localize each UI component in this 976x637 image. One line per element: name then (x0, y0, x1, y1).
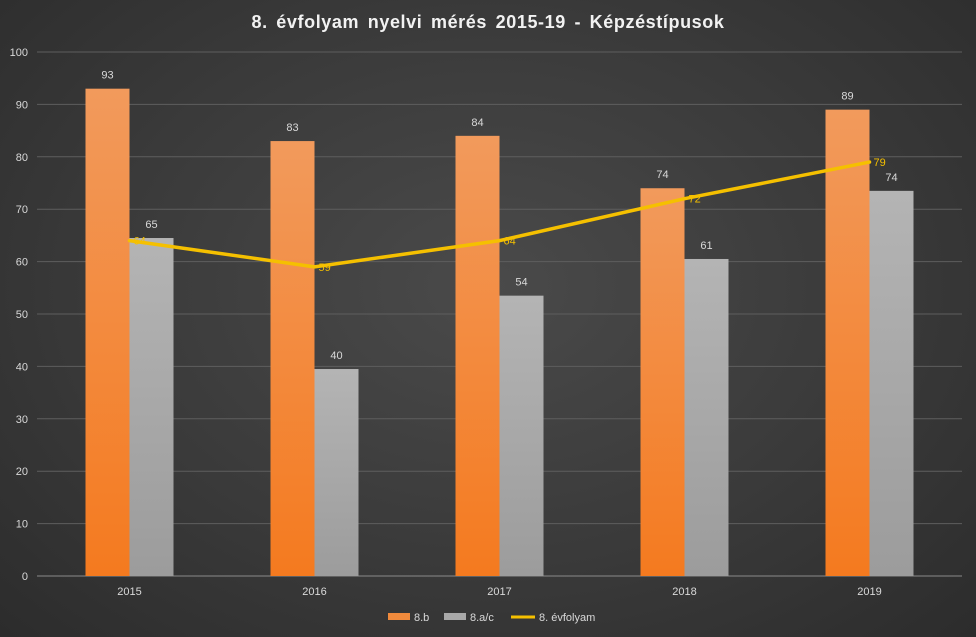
bar-8ac (869, 190, 914, 577)
line-point-8-evfolyam (498, 239, 501, 243)
y-tick-label: 90 (16, 99, 28, 111)
y-tick-label: 10 (16, 519, 28, 531)
data-label-8b: 89 (841, 91, 853, 103)
legend-8ac-label: 8.a/c (470, 612, 494, 624)
data-label-8ac: 65 (145, 219, 157, 231)
data-label-8-evfolyam: 64 (504, 236, 516, 248)
x-tick-label: 2016 (302, 586, 326, 598)
data-label-8ac: 54 (515, 277, 527, 289)
data-label-8ac: 61 (700, 240, 712, 252)
y-tick-label: 40 (16, 361, 28, 373)
y-tick-label: 100 (10, 47, 28, 59)
x-tick-label: 2017 (487, 586, 511, 598)
y-tick-label: 30 (16, 414, 28, 426)
legend-8-evfolyam-label: 8. évfolyam (539, 612, 595, 624)
line-point-8-evfolyam (868, 160, 871, 164)
legend-8b-swatch (388, 613, 410, 620)
data-label-8-evfolyam: 72 (689, 194, 701, 206)
line-point-8-evfolyam (683, 197, 686, 201)
data-label-8ac: 40 (330, 350, 342, 362)
data-label-8b: 83 (286, 122, 298, 134)
bar-8ac (314, 369, 359, 576)
data-label-8ac: 74 (885, 172, 897, 184)
bar-8b (455, 135, 500, 576)
data-label-8b: 74 (656, 169, 668, 181)
data-label-8-evfolyam: 59 (319, 262, 331, 274)
line-point-8-evfolyam (313, 265, 316, 269)
chart-title: 8. évfolyam nyelvi mérés 2015-19 - Képzé… (251, 12, 725, 32)
bar-8b (640, 188, 685, 577)
data-label-8-evfolyam: 79 (874, 157, 886, 169)
bar-8b (270, 141, 315, 576)
bar-8ac (684, 258, 729, 576)
bar-8ac (499, 295, 544, 576)
bar-8b (85, 88, 130, 577)
data-label-8-evfolyam: 64 (134, 236, 146, 248)
y-tick-label: 80 (16, 152, 28, 164)
line-point-8-evfolyam (128, 239, 131, 243)
legend-8ac-swatch (444, 613, 466, 620)
bar-8ac (129, 238, 174, 576)
data-label-8b: 93 (101, 70, 113, 82)
y-tick-label: 60 (16, 257, 28, 269)
x-tick-label: 2019 (857, 586, 881, 598)
x-tick-label: 2015 (117, 586, 141, 598)
y-tick-label: 20 (16, 466, 28, 478)
bar-8b (825, 109, 870, 576)
y-tick-label: 50 (16, 309, 28, 321)
legend-8b-label: 8.b (414, 612, 429, 624)
x-tick-label: 2018 (672, 586, 696, 598)
y-tick-label: 70 (16, 204, 28, 216)
y-tick-label: 0 (22, 571, 28, 583)
data-label-8b: 84 (471, 117, 483, 129)
